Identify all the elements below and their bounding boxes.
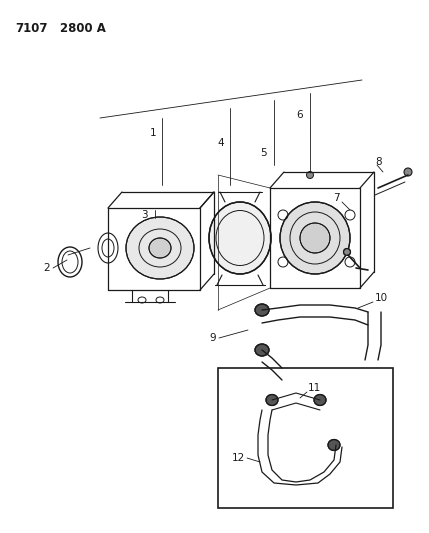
Text: 6: 6 (296, 110, 303, 120)
Text: 8: 8 (375, 157, 382, 167)
Ellipse shape (255, 344, 269, 356)
Text: 10: 10 (375, 293, 388, 303)
Text: 7107: 7107 (15, 22, 48, 35)
Text: 12: 12 (232, 453, 245, 463)
Ellipse shape (209, 202, 271, 274)
Ellipse shape (255, 304, 269, 316)
Text: 7: 7 (333, 193, 340, 203)
Ellipse shape (404, 168, 412, 176)
Ellipse shape (344, 248, 350, 255)
Text: 11: 11 (308, 383, 321, 393)
Ellipse shape (280, 202, 350, 274)
Ellipse shape (149, 238, 171, 258)
Ellipse shape (314, 394, 326, 406)
Ellipse shape (328, 440, 340, 450)
Text: 2: 2 (43, 263, 50, 273)
Ellipse shape (126, 217, 194, 279)
Ellipse shape (306, 172, 314, 179)
Text: 9: 9 (209, 333, 216, 343)
Ellipse shape (266, 394, 278, 406)
Text: 5: 5 (260, 148, 267, 158)
Text: 2800 A: 2800 A (60, 22, 106, 35)
Text: 1: 1 (149, 128, 156, 138)
Text: 3: 3 (142, 210, 148, 220)
Bar (218, 368, 393, 508)
Text: 4: 4 (218, 138, 224, 148)
Ellipse shape (300, 223, 330, 253)
